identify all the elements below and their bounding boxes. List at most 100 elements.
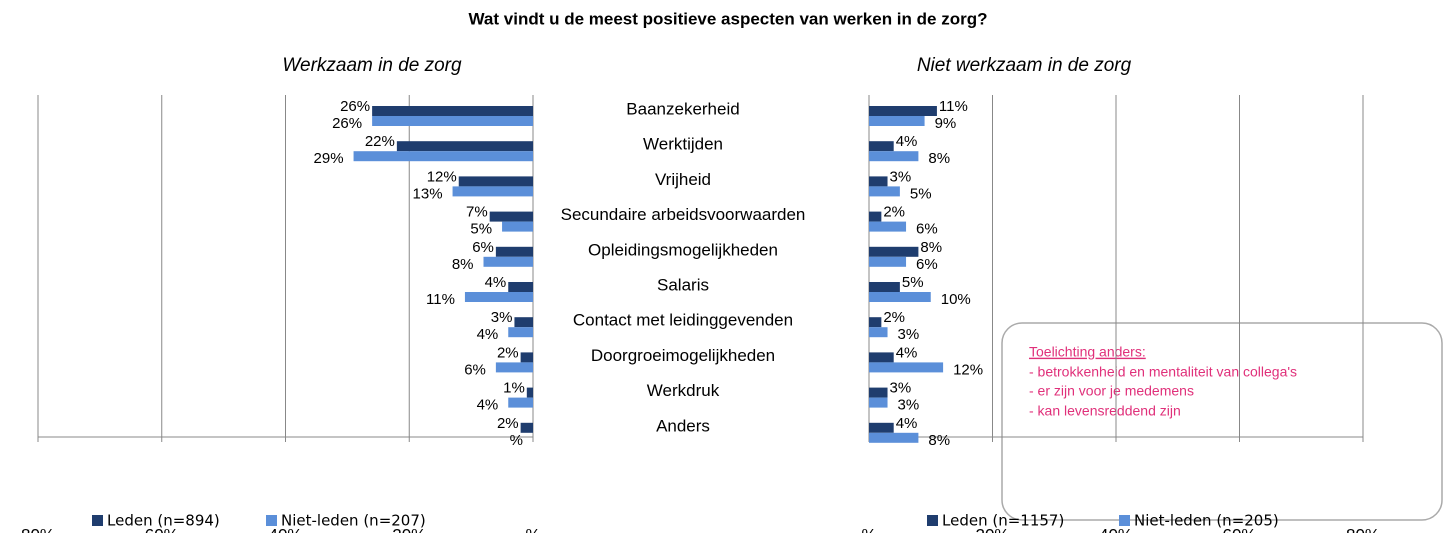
value-label: 6% bbox=[472, 239, 494, 256]
x-tick-label: % bbox=[525, 525, 540, 533]
x-tick-label: 40% bbox=[1099, 525, 1133, 533]
bar bbox=[869, 221, 907, 232]
value-label: 11% bbox=[939, 98, 968, 115]
legend-swatch bbox=[266, 515, 277, 526]
bar bbox=[483, 256, 533, 267]
value-label: 5% bbox=[910, 185, 932, 202]
x-tick-label: % bbox=[861, 525, 876, 533]
value-label: 8% bbox=[928, 432, 950, 449]
value-label: 8% bbox=[920, 239, 942, 256]
bar bbox=[869, 246, 919, 257]
value-label: 4% bbox=[896, 133, 918, 150]
x-tick-label: 20% bbox=[392, 525, 426, 533]
legend-label: Niet-leden (n=205) bbox=[1134, 512, 1279, 530]
value-label: 7% bbox=[466, 204, 488, 221]
category-label: Contact met leidinggevenden bbox=[573, 311, 793, 330]
value-label: 5% bbox=[470, 221, 492, 238]
category-label: Vrijheid bbox=[655, 170, 711, 189]
annotation-line: - kan levensreddend zijn bbox=[1029, 403, 1181, 419]
category-label: Baanzekerheid bbox=[626, 99, 739, 118]
legend-label: Leden (n=894) bbox=[107, 512, 220, 530]
value-label: 26% bbox=[340, 98, 370, 115]
x-tick-label: 80% bbox=[21, 525, 55, 533]
bar bbox=[495, 362, 533, 373]
category-label: Werktijden bbox=[643, 135, 723, 154]
value-label: 26% bbox=[332, 115, 362, 132]
value-label: 2% bbox=[497, 344, 519, 361]
x-tick-label: 40% bbox=[268, 525, 302, 533]
bar bbox=[869, 186, 900, 197]
value-label: 1% bbox=[503, 380, 525, 397]
bar bbox=[869, 317, 882, 328]
legend-label: Niet-leden (n=207) bbox=[281, 512, 426, 530]
bar bbox=[869, 387, 888, 398]
value-label: 4% bbox=[477, 326, 499, 343]
value-label: 2% bbox=[497, 415, 519, 432]
category-label: Secundaire arbeidsvoorwaarden bbox=[561, 205, 806, 224]
bar bbox=[869, 151, 919, 162]
bar bbox=[520, 352, 533, 363]
value-label: 6% bbox=[916, 256, 938, 273]
bar bbox=[452, 186, 533, 197]
annotation-line: - betrokkenheid en mentaliteit van colle… bbox=[1029, 364, 1297, 380]
value-label: 9% bbox=[935, 115, 957, 132]
value-label: 3% bbox=[898, 397, 920, 414]
bar bbox=[489, 211, 533, 222]
value-label: 2% bbox=[883, 309, 905, 326]
value-label: 8% bbox=[928, 150, 950, 167]
bar bbox=[869, 256, 907, 267]
bar bbox=[869, 176, 888, 187]
category-label: Anders bbox=[656, 416, 710, 435]
value-label: 5% bbox=[902, 274, 924, 291]
value-label: 29% bbox=[314, 150, 344, 167]
value-label: 11% bbox=[426, 291, 455, 308]
bar bbox=[869, 282, 900, 292]
value-label: 3% bbox=[890, 168, 912, 185]
value-label: 6% bbox=[916, 221, 938, 238]
category-label: Salaris bbox=[657, 275, 709, 294]
bar bbox=[869, 211, 882, 222]
chart-title: Wat vindt u de meest positieve aspecten … bbox=[469, 9, 988, 28]
bar bbox=[869, 292, 931, 302]
bar bbox=[869, 432, 919, 443]
bar bbox=[372, 116, 533, 126]
bar bbox=[502, 221, 533, 232]
value-label: 10% bbox=[941, 291, 971, 308]
category-label: Werkdruk bbox=[647, 381, 720, 400]
value-label: 8% bbox=[452, 256, 474, 273]
legend-label: Leden (n=1157) bbox=[942, 512, 1064, 530]
value-label: 12% bbox=[953, 361, 983, 378]
value-label: 2% bbox=[883, 204, 905, 221]
bar bbox=[520, 422, 533, 433]
x-tick-label: 80% bbox=[1346, 525, 1380, 533]
value-label: 4% bbox=[485, 274, 507, 291]
bar bbox=[372, 106, 533, 116]
value-label: 4% bbox=[896, 344, 918, 361]
value-label: 4% bbox=[896, 415, 918, 432]
bar bbox=[495, 246, 533, 257]
bar bbox=[869, 116, 925, 126]
category-label: Opleidingsmogelijkheden bbox=[588, 240, 778, 259]
annotation-title: Toelichting anders: bbox=[1029, 344, 1146, 360]
value-label: 13% bbox=[413, 185, 443, 202]
annotation-line: - er zijn voor je medemens bbox=[1029, 383, 1194, 399]
bar bbox=[869, 422, 894, 433]
value-label: 3% bbox=[491, 309, 513, 326]
bar bbox=[508, 282, 533, 292]
legend-swatch bbox=[92, 515, 103, 526]
bar bbox=[514, 317, 533, 328]
bar bbox=[869, 141, 894, 152]
bar bbox=[508, 397, 533, 408]
value-label: 4% bbox=[477, 397, 499, 414]
bar bbox=[869, 397, 888, 408]
bar bbox=[396, 141, 533, 152]
bar bbox=[869, 362, 944, 373]
legend-swatch bbox=[927, 515, 938, 526]
value-label: % bbox=[510, 432, 523, 449]
x-tick-label: 60% bbox=[145, 525, 179, 533]
bar bbox=[458, 176, 533, 187]
chart-subtitle: Niet werkzaam in de zorg bbox=[917, 55, 1132, 76]
value-label: 12% bbox=[427, 168, 457, 185]
value-label: 3% bbox=[890, 380, 912, 397]
